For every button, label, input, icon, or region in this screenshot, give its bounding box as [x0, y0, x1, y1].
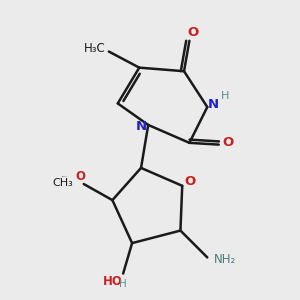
Text: N: N [136, 120, 147, 133]
Text: O: O [75, 169, 85, 183]
Text: HO: HO [103, 275, 123, 288]
Text: H: H [119, 279, 127, 289]
Text: H₃C: H₃C [84, 42, 106, 55]
Text: CH₃: CH₃ [52, 178, 74, 188]
Text: N: N [208, 98, 219, 111]
Text: H: H [221, 91, 230, 101]
Text: O: O [187, 26, 199, 39]
Text: NH₂: NH₂ [214, 253, 236, 266]
Text: O: O [222, 136, 233, 149]
Text: methoxy: methoxy [62, 176, 68, 177]
Text: O: O [184, 175, 196, 188]
